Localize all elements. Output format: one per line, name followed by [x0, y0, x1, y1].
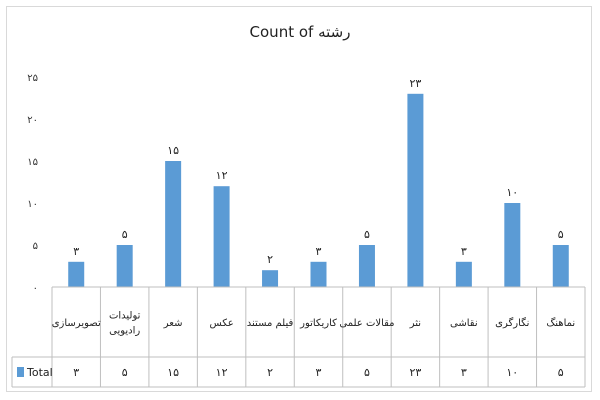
bar	[407, 93, 424, 287]
data-label: ۳	[461, 245, 467, 258]
bar	[165, 161, 182, 287]
table-value: ۲	[267, 366, 273, 379]
table-value: ۵	[364, 366, 370, 379]
data-label: ۲۳	[409, 77, 421, 90]
category-label: تولیدات	[109, 311, 141, 322]
data-label: ۵	[364, 228, 370, 241]
table-value: ۱۰	[506, 366, 518, 379]
legend-label: Total	[26, 366, 53, 379]
bar	[358, 245, 375, 287]
table-value: ۱۵	[167, 366, 179, 379]
category-label: نثر	[409, 318, 421, 329]
y-tick-label: ۰	[33, 283, 38, 294]
chart-frame	[6, 6, 592, 392]
category-label: رادیویی	[109, 326, 140, 337]
y-tick-label: ۲۵	[27, 73, 38, 84]
y-tick-label: ۱۵	[27, 157, 38, 168]
data-table: تصویرسازی تولیدات رادیویی شعر عکس فیلم مستند ک…	[11, 286, 586, 388]
category-label: نماهنگ	[546, 317, 575, 329]
data-label: ۳	[73, 245, 79, 258]
data-label: ۵	[558, 228, 564, 241]
table-value: ۱۲	[216, 366, 228, 379]
category-label: نقاشی	[450, 318, 478, 329]
bar	[213, 186, 230, 287]
category-label: فیلم مستند	[247, 318, 294, 329]
bar	[116, 245, 133, 287]
bar	[262, 270, 279, 287]
bar	[310, 261, 327, 287]
data-label: ۱۵	[167, 144, 179, 157]
category-label: مقالات علمی	[339, 318, 394, 329]
y-tick-label: ۱۰	[27, 199, 38, 210]
table-value: ۲۳	[409, 366, 421, 379]
bar	[455, 261, 472, 287]
chart-axes: ۰ ۵ ۱۰ ۱۵ ۲۰ ۲۵	[27, 73, 38, 294]
table-value: ۳	[316, 366, 322, 379]
table-value: ۳	[461, 366, 467, 379]
chart-title: Count of رشته	[250, 23, 351, 41]
bar	[504, 203, 521, 287]
table-value: ۵	[122, 366, 128, 379]
data-label: ۳	[316, 245, 322, 258]
category-label: شعر	[163, 318, 183, 329]
data-label: ۱۲	[216, 169, 228, 182]
data-label: ۲	[267, 253, 273, 266]
y-tick-label: ۵	[33, 241, 38, 252]
data-label: ۵	[122, 228, 128, 241]
data-label: ۱۰	[506, 186, 518, 199]
y-tick-label: ۲۰	[27, 115, 38, 126]
category-label: تصویرسازی	[52, 318, 101, 329]
category-label: نگارگری	[495, 317, 529, 329]
bar	[68, 261, 85, 287]
category-label: کاریکاتور	[299, 318, 337, 329]
table-value: ۵	[558, 366, 564, 379]
table-value: ۳	[73, 366, 79, 379]
bar	[552, 245, 569, 287]
category-label: عکس	[209, 318, 233, 329]
legend-swatch	[17, 367, 24, 377]
